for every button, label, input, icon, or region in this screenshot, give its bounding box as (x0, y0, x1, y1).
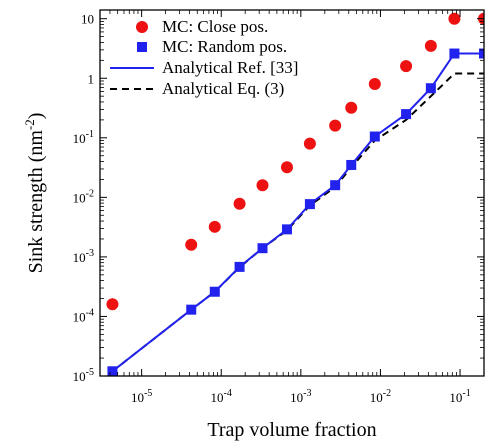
series-1-point (401, 109, 412, 120)
series-0-point (208, 220, 221, 233)
y-tick-label-6: 10 (81, 12, 94, 27)
x-tick-label-1-exp: -4 (224, 388, 232, 399)
y-tick-label-0-base: 10 (73, 369, 86, 384)
series-0-point (345, 101, 358, 114)
series-0-point (303, 137, 316, 150)
legend-marker-1 (137, 42, 147, 52)
series-0-point (329, 119, 342, 132)
y-tick-label-3: 10-2 (73, 188, 94, 205)
series-layer (106, 12, 484, 376)
series-0-point (280, 161, 293, 174)
series-1-point (369, 131, 380, 142)
y-tick-label-0-exp: -5 (86, 367, 94, 378)
ticks-layer: 10-5 10-4 10-3 10-2 10-110-510-410-310-210-1… (73, 10, 484, 405)
x-tick-label-0-exp: -5 (144, 388, 152, 399)
series-line-2 (111, 52, 484, 373)
x-tick-label-2: 10-3 (290, 388, 311, 405)
series-1-point (425, 83, 436, 94)
x-tick-label-3-exp: -2 (383, 388, 391, 399)
y-tick-label-2-base: 10 (73, 250, 86, 265)
x-tick-label-4-base: 10 (449, 390, 462, 405)
y-tick-label-1: 10-4 (73, 307, 94, 324)
legend-label-0: MC: Close pos. (162, 17, 268, 36)
x-tick-label-3: 10-2 (370, 388, 391, 405)
x-axis-title: Trap volume fraction (207, 419, 376, 441)
y-tick-label-2: 10-3 (73, 248, 94, 265)
y-tick-label-1-base: 10 (73, 309, 86, 324)
series-0-point (233, 197, 246, 210)
y-tick-label-1-exp: -4 (86, 307, 94, 318)
y-axis-title: Sink strength (nm-2) (22, 113, 47, 274)
series-0-point (448, 12, 461, 25)
y-tick-label-6-base: 10 (81, 12, 94, 27)
x-tick-label-0-base: 10 (131, 390, 144, 405)
series-1-point (234, 261, 245, 272)
plot-frame (99, 9, 485, 377)
y-tick-label-0: 10-5 (73, 367, 94, 384)
x-tick-label-2-base: 10 (290, 390, 303, 405)
series-0-point (400, 60, 413, 73)
series-1-point (449, 48, 460, 59)
series-0-point (256, 179, 269, 192)
series-1-point (281, 224, 292, 235)
legend: MC: Close pos.MC: Random pos. Analytical … (110, 17, 298, 98)
legend-label-3: Analytical Eq. (3) (162, 79, 284, 98)
y-axis-title-close: ) (25, 113, 47, 120)
y-tick-label-3-base: 10 (73, 190, 86, 205)
series-1-point (186, 304, 197, 315)
legend-label-2: Analytical Ref. [33] (162, 58, 298, 77)
y-tick-label-2-exp: -3 (86, 248, 94, 259)
series-0-point (106, 298, 119, 311)
y-tick-label-5-base: 1 (88, 71, 95, 86)
x-tick-label-4: 10-1 (449, 388, 470, 405)
series-0-point (185, 238, 198, 251)
series-1-point (209, 286, 220, 297)
legend-label-1: MC: Random pos. (162, 37, 287, 56)
y-tick-label-3-exp: -2 (86, 188, 94, 199)
series-0-point (368, 78, 381, 91)
y-tick-label-4: 10-1 (73, 129, 94, 146)
x-tick-label-4-exp: -1 (462, 388, 470, 399)
y-axis-title-exponent: -2 (22, 119, 37, 130)
series-1-point (330, 180, 341, 191)
y-axis-title-main: Sink strength (nm (25, 130, 47, 274)
series-0-point (424, 39, 437, 52)
y-tick-label-4-exp: -1 (86, 129, 94, 140)
series-1-point (479, 48, 484, 59)
legend-marker-0 (136, 21, 148, 33)
x-tick-label-3-base: 10 (370, 390, 383, 405)
series-1-point (346, 159, 357, 170)
series-1-point (257, 243, 268, 254)
x-tick-label-1: 10-4 (211, 388, 232, 405)
series-1-point (304, 199, 315, 210)
x-tick-label-1-base: 10 (211, 390, 224, 405)
y-tick-label-4-base: 10 (73, 131, 86, 146)
x-tick-label-0: 10-5 (131, 388, 152, 405)
series-1-point (107, 366, 118, 376)
y-tick-label-5: 1 (88, 71, 95, 86)
x-tick-label-2-exp: -3 (303, 388, 311, 399)
